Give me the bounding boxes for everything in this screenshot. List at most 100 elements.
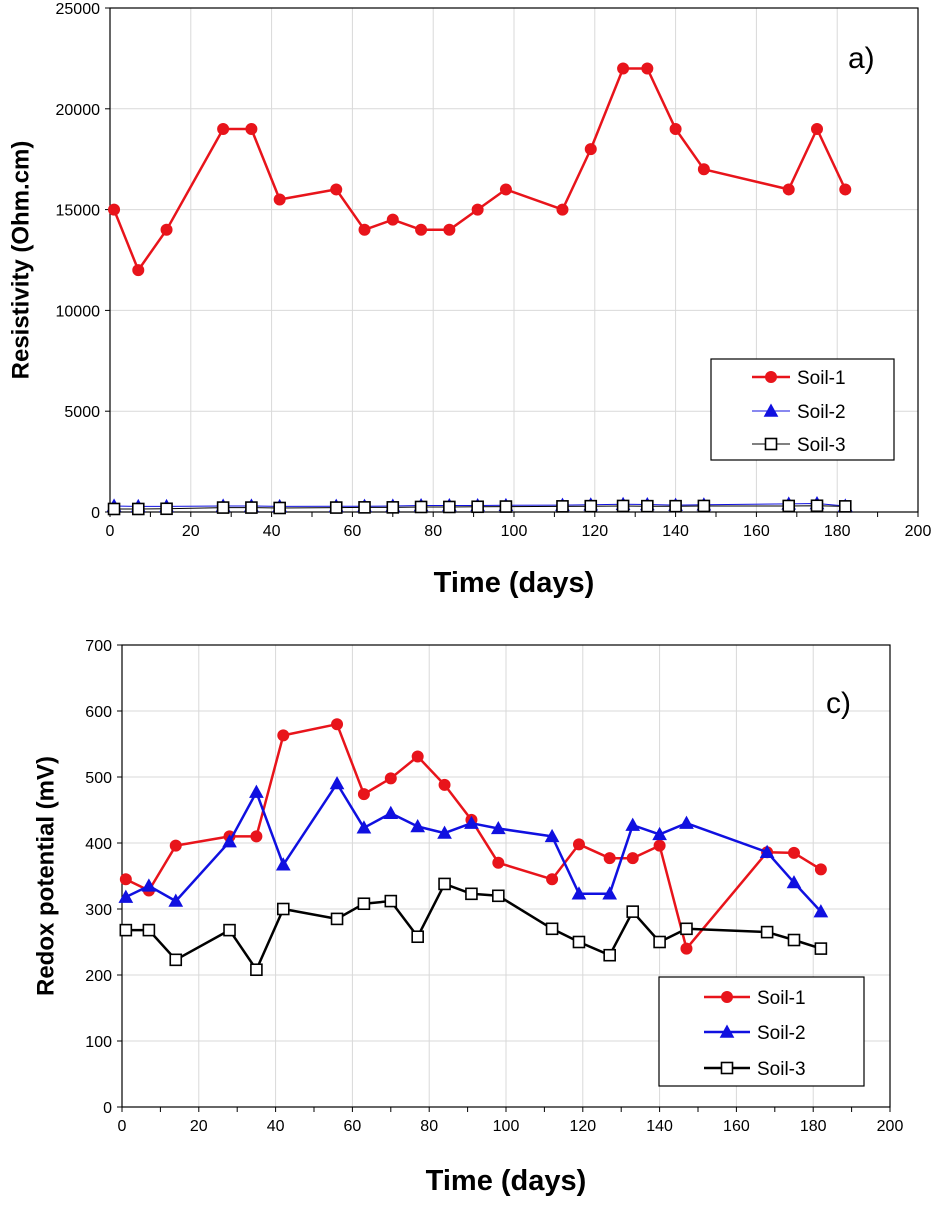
data-point [277,729,290,742]
data-point [759,844,775,858]
data-point [571,886,587,900]
data-point [223,923,236,937]
data-point [492,856,505,869]
data-point [216,501,230,514]
data-point [330,183,343,196]
data-point [697,499,711,513]
legend-marker [720,1061,734,1075]
series-line [112,67,847,272]
x-tick-label: 120 [569,1118,596,1135]
data-point [331,718,344,731]
x-tick-label: 0 [106,523,115,540]
data-point [813,904,829,918]
y-tick-label: 400 [85,836,112,853]
data-point [273,501,286,515]
data-point [839,183,852,196]
data-point [131,502,145,516]
legend-box [658,976,865,1087]
data-point [814,942,828,955]
x-tick-label: 0 [118,1118,127,1135]
legend-marker [764,437,778,451]
data-point [499,500,513,513]
y-tick-label: 100 [85,1034,112,1051]
x-tick-label: 60 [344,523,362,540]
data-point [273,193,286,206]
data-point [603,852,616,865]
data-point [275,857,291,871]
data-point [411,750,424,763]
legend-label: Soil-3 [757,1059,806,1080]
x-tick-label: 120 [581,523,608,540]
data-point [118,889,134,903]
chart-panel-2: 0 20 40 60 80 100 120 140 160 180 200 0 100 200 300 400… [32,638,903,1197]
data-point [438,877,451,891]
data-point [603,948,616,962]
legend: Soil-1 Soil-2 Soil-3 [710,358,895,461]
data-point [384,772,397,785]
x-tick-label: 60 [344,1118,362,1135]
data-point [464,815,479,829]
data-point [602,886,618,900]
legend-marker [719,1024,735,1038]
data-point [669,499,682,513]
data-point [356,820,372,834]
data-point [160,502,173,516]
data-point [276,902,290,916]
data-point [132,264,145,277]
data-point [680,942,693,955]
x-axis-title: Time (days) [434,567,595,599]
data-point [788,846,800,859]
series-soil-1 [119,718,827,955]
data-point [626,905,640,918]
data-point [249,784,264,798]
legend-marker [765,371,777,383]
data-point [545,922,559,936]
x-tick-label: 160 [723,1118,750,1135]
data-point [653,839,666,852]
data-point [383,805,399,819]
data-point [410,818,426,833]
x-axis-title: Time (days) [426,1165,587,1197]
series-line [125,782,822,913]
legend-label: Soil-1 [757,988,806,1009]
data-point [787,933,801,947]
series-soil-1 [108,62,852,277]
y-tick-label: 5000 [64,404,100,421]
y-axis-title: Resistivity (Ohm.cm) [7,141,34,380]
data-point [217,122,230,135]
x-tick-label: 160 [743,523,770,540]
data-point [584,143,597,156]
data-point [465,887,478,901]
legend-label: Soil-2 [797,402,846,423]
data-point [471,203,484,216]
data-point [760,925,774,939]
series-soil-3 [107,499,852,516]
data-point [330,912,344,926]
data-point [250,830,263,843]
data-point [490,820,506,835]
data-point [329,501,343,514]
data-point [782,499,796,513]
data-point [617,62,630,75]
legend: Soil-1 Soil-2 Soil-3 [658,976,865,1087]
data-point [168,893,184,907]
x-tick-label: 80 [420,1118,438,1135]
data-point [414,500,428,514]
data-point [245,501,258,514]
data-point [625,817,641,831]
data-point [411,930,424,944]
legend-label: Soil-1 [797,368,846,389]
data-point [415,223,428,236]
x-tick-label: 200 [905,523,932,540]
y-axis-title: Redox potential (mV) [32,756,59,996]
data-point [556,500,569,513]
x-tick-label: 180 [824,523,851,540]
data-point [245,122,258,135]
x-tick-label: 80 [424,523,442,540]
data-point [697,163,710,176]
data-point [838,500,852,513]
data-point [250,963,263,977]
data-point [499,183,512,196]
y-tick-label: 300 [85,902,112,919]
data-point [329,776,345,790]
